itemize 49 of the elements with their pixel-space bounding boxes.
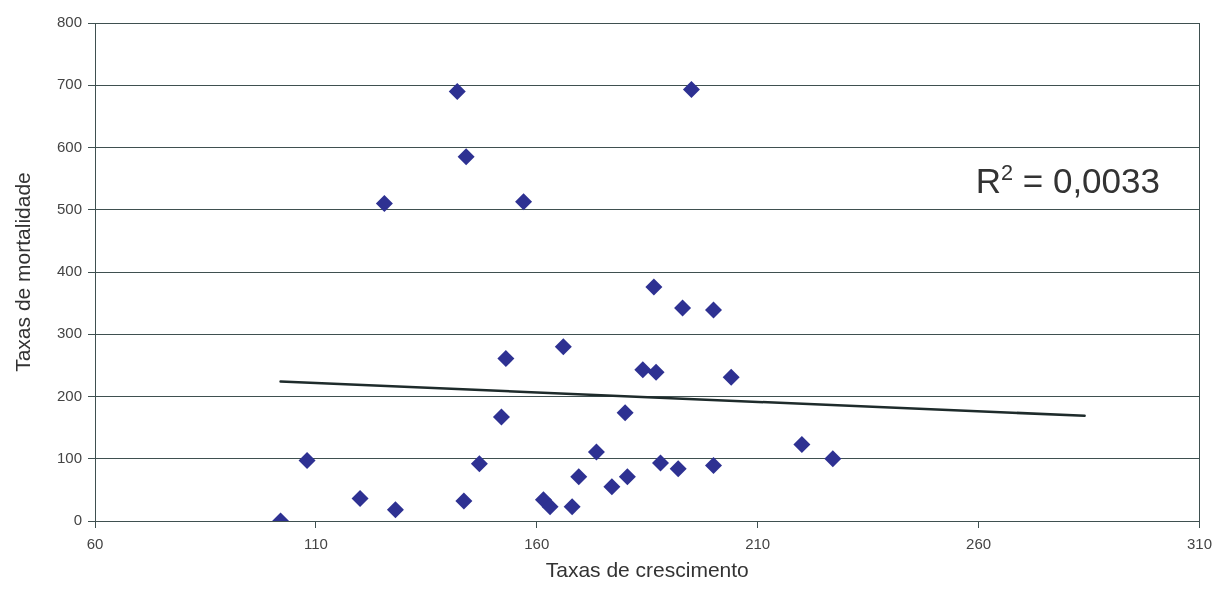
point — [541, 498, 559, 516]
point — [669, 460, 687, 478]
point — [470, 455, 488, 473]
point — [618, 468, 636, 486]
point — [563, 498, 581, 516]
point — [793, 435, 811, 453]
x-tick-label: 160 — [524, 535, 550, 553]
point — [375, 195, 393, 213]
y-tick-label: 800 — [56, 13, 82, 31]
point — [497, 350, 515, 368]
x-tick-label: 60 — [86, 535, 104, 553]
point — [647, 363, 665, 381]
y-tick-label: 700 — [56, 75, 82, 93]
annotation: R$^{2}$ = 0,0033 — [975, 160, 1160, 201]
x-tick-label: 260 — [966, 535, 992, 553]
point — [616, 404, 634, 422]
point — [705, 301, 723, 319]
point — [515, 193, 533, 211]
point — [448, 82, 466, 100]
point — [298, 452, 316, 470]
point — [652, 454, 669, 472]
point — [455, 492, 473, 510]
y-tick-label: 300 — [56, 324, 82, 342]
y-tick-label: 600 — [56, 137, 82, 155]
y-tick-label: 400 — [56, 262, 82, 280]
point — [682, 81, 700, 99]
x-tick-label: 110 — [303, 535, 328, 553]
point — [587, 443, 605, 461]
point — [705, 457, 723, 475]
point — [457, 148, 475, 166]
point — [824, 450, 842, 468]
y-tick-label: 0 — [73, 511, 82, 529]
point — [603, 478, 621, 496]
point — [386, 501, 404, 519]
point — [570, 468, 588, 486]
y-axis-title: Taxas de mortalidade — [11, 172, 35, 372]
point — [492, 408, 510, 426]
y-tick-label: 100 — [56, 448, 82, 466]
point — [722, 368, 740, 386]
y-tick-label: 500 — [56, 199, 82, 217]
point — [674, 299, 692, 317]
point — [645, 278, 663, 296]
y-tick-label: 200 — [56, 386, 82, 404]
x-tick-label: 210 — [745, 535, 771, 553]
x-tick-label: 310 — [1186, 535, 1212, 553]
point — [634, 361, 652, 379]
x-axis-title: Taxas de crescimento — [545, 558, 749, 582]
point — [554, 338, 572, 356]
point — [351, 490, 369, 508]
